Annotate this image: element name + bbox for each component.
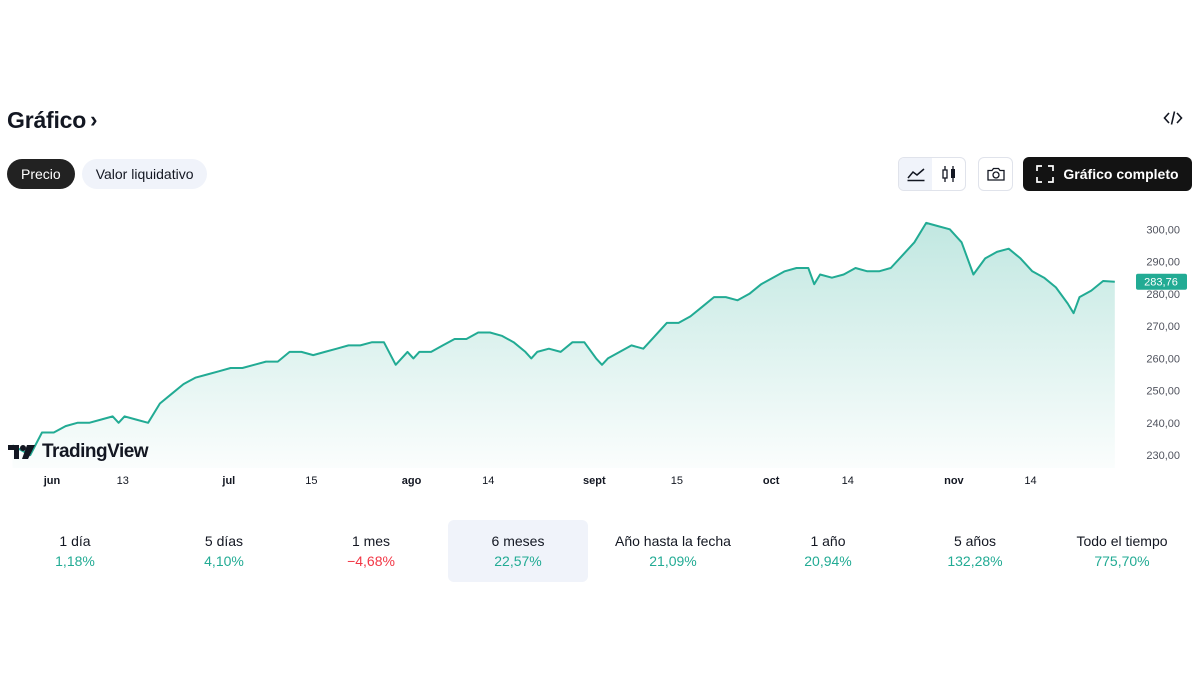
- period-value: 4,10%: [204, 553, 244, 569]
- tab-valor-liquidativo[interactable]: Valor liquidativo: [81, 159, 208, 189]
- x-tick-label: 14: [842, 475, 854, 487]
- y-tick-label: 270,00: [1146, 321, 1180, 333]
- period-label: 1 día: [59, 533, 91, 549]
- period-label: 6 meses: [491, 533, 545, 549]
- chart-mode-tabs: Precio Valor liquidativo: [7, 159, 208, 189]
- chart-toolbar: [898, 157, 1013, 191]
- period-1-ano[interactable]: 1 año 20,94%: [758, 520, 898, 582]
- full-chart-button[interactable]: Gráfico completo: [1023, 157, 1192, 191]
- x-tick-label: oct: [763, 475, 780, 487]
- period-label: Año hasta la fecha: [615, 533, 731, 549]
- candlestick-chart-button[interactable]: [932, 158, 965, 190]
- period-ytd[interactable]: Año hasta la fecha 21,09%: [598, 520, 748, 582]
- period-value: 775,70%: [1094, 553, 1150, 569]
- performance-periods: 1 día 1,18% 5 días 4,10% 1 mes −4,68% 6 …: [0, 520, 1200, 582]
- chart-header[interactable]: Gráfico ›: [7, 102, 97, 138]
- page-title[interactable]: Gráfico: [7, 106, 87, 133]
- y-tick-label: 260,00: [1146, 353, 1180, 365]
- tab-precio[interactable]: Precio: [7, 159, 75, 189]
- x-tick-label: jun: [43, 475, 61, 487]
- snapshot-button[interactable]: [978, 157, 1013, 191]
- x-tick-label: 15: [671, 475, 683, 487]
- area-chart-icon: [906, 168, 924, 182]
- y-tick-label: 300,00: [1146, 224, 1180, 236]
- code-icon: [1163, 111, 1183, 125]
- x-tick-label: ago: [402, 475, 422, 487]
- period-label: 5 años: [953, 533, 997, 549]
- period-value: −4,68%: [347, 553, 395, 569]
- x-tick-label: jul: [221, 475, 235, 487]
- y-tick-label: 230,00: [1146, 450, 1180, 462]
- x-tick-label: 15: [305, 475, 317, 487]
- x-axis: jun 13 jul 15 ago 14 sept 15 oct 14 nov 14: [43, 475, 1037, 487]
- period-label: 1 mes: [351, 533, 391, 549]
- price-chart[interactable]: 230,00 240,00 250,00 260,00 270,00 280,00 290,…: [0, 200, 1200, 500]
- fullscreen-icon: [1036, 165, 1055, 183]
- candlestick-icon: [941, 166, 955, 182]
- period-label: 1 año: [810, 533, 846, 549]
- period-5-dias[interactable]: 5 días 4,10%: [154, 520, 294, 582]
- x-tick-label: 14: [1024, 475, 1036, 487]
- last-price-badge: 283,76: [1136, 273, 1187, 290]
- tradingview-logo[interactable]: TradingView: [8, 441, 149, 463]
- y-tick-label: 290,00: [1146, 257, 1180, 269]
- last-price-label: 283,76: [1144, 277, 1178, 289]
- period-todo-el-tiempo[interactable]: Todo el tiempo 775,70%: [1052, 520, 1192, 582]
- y-tick-label: 250,00: [1146, 386, 1180, 398]
- period-value: 1,18%: [55, 553, 95, 569]
- y-axis: 230,00 240,00 250,00 260,00 270,00 280,00 290,…: [1146, 224, 1180, 462]
- period-label: Todo el tiempo: [1076, 533, 1168, 549]
- y-tick-label: 240,00: [1146, 418, 1180, 430]
- price-line: [12, 221, 1115, 457]
- x-tick-label: nov: [944, 475, 964, 487]
- y-tick-label: 280,00: [1146, 289, 1180, 301]
- period-1-mes[interactable]: 1 mes −4,68%: [301, 520, 441, 582]
- period-value: 132,28%: [947, 553, 1003, 569]
- chevron-right-icon[interactable]: ›: [90, 107, 98, 132]
- period-1-dia[interactable]: 1 día 1,18%: [5, 520, 145, 582]
- tradingview-logo-text: TradingView: [42, 441, 149, 462]
- price-area: [12, 222, 1115, 468]
- x-tick-label: 14: [482, 475, 494, 487]
- area-chart-button[interactable]: [899, 158, 932, 190]
- camera-icon: [986, 167, 1005, 181]
- embed-code-button[interactable]: [1160, 106, 1186, 130]
- x-tick-label: 13: [117, 475, 129, 487]
- period-value: 20,94%: [804, 553, 852, 569]
- tradingview-logo-icon: [8, 445, 35, 459]
- period-value: 21,09%: [649, 553, 697, 569]
- period-5-anos[interactable]: 5 años 132,28%: [905, 520, 1045, 582]
- x-tick-label: sept: [583, 475, 606, 487]
- last-price-badge-bg: [1136, 273, 1187, 290]
- period-6-meses[interactable]: 6 meses 22,57%: [448, 520, 588, 582]
- period-value: 22,57%: [494, 553, 542, 569]
- period-label: 5 días: [204, 533, 244, 549]
- chart-style-group: [898, 157, 966, 191]
- full-chart-label: Gráfico completo: [1063, 166, 1179, 182]
